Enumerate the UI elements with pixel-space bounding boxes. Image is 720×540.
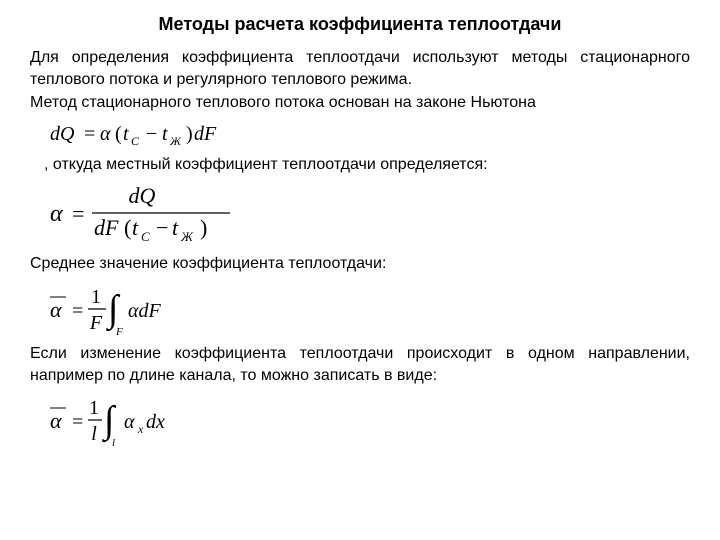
svg-text:dF: dF bbox=[194, 123, 217, 145]
svg-text:−: − bbox=[146, 123, 157, 145]
formula-average-alpha-F: α = 1 F ∫ F αdF bbox=[50, 281, 690, 337]
svg-text:α: α bbox=[50, 408, 62, 433]
svg-text:(: ( bbox=[124, 215, 131, 240]
formula-newton-law: dQ = α ( t C − t Ж ) dF bbox=[50, 120, 690, 148]
paragraph-local-coef: , откуда местный коэффициент теплоотдачи… bbox=[44, 154, 690, 176]
svg-text:t: t bbox=[162, 123, 168, 145]
formula-svg-3: α = 1 F ∫ F αdF bbox=[50, 281, 230, 337]
svg-text:α: α bbox=[50, 201, 63, 227]
svg-text:α: α bbox=[50, 297, 62, 322]
formula-svg-4: α = 1 l ∫ l α x dx bbox=[50, 392, 230, 448]
paragraph-one-direction: Если изменение коэффициента теплоотдачи … bbox=[30, 343, 690, 386]
svg-text:dQ: dQ bbox=[129, 183, 156, 208]
svg-text:αdF: αdF bbox=[128, 300, 161, 322]
svg-text:Ж: Ж bbox=[169, 134, 182, 148]
page-title: Методы расчета коэффициента теплоотдачи bbox=[30, 14, 690, 35]
svg-text:1: 1 bbox=[89, 397, 99, 419]
svg-text:(: ( bbox=[115, 123, 122, 145]
svg-text:=: = bbox=[72, 411, 83, 433]
paragraph-intro-1: Для определения коэффициента теплоотдачи… bbox=[30, 47, 690, 90]
svg-text:α: α bbox=[124, 411, 135, 433]
svg-text:F: F bbox=[115, 326, 123, 337]
svg-text:dx: dx bbox=[146, 411, 165, 433]
svg-text:l: l bbox=[112, 437, 115, 448]
svg-text:t: t bbox=[172, 215, 179, 240]
svg-text:Ж: Ж bbox=[180, 229, 194, 244]
formula-svg-1: dQ = α ( t C − t Ж ) dF bbox=[50, 120, 260, 148]
svg-text:dQ: dQ bbox=[50, 123, 75, 145]
svg-text:C: C bbox=[141, 229, 150, 244]
svg-text:F: F bbox=[89, 312, 103, 334]
svg-text:α: α bbox=[100, 123, 111, 145]
svg-text:=: = bbox=[72, 300, 83, 322]
svg-text:t: t bbox=[132, 215, 139, 240]
formula-local-alpha: α = dQ dF ( t C − t Ж ) bbox=[50, 181, 690, 247]
svg-text:C: C bbox=[131, 134, 140, 148]
svg-text:=: = bbox=[84, 123, 95, 145]
svg-text:): ) bbox=[200, 215, 207, 240]
document-page: Методы расчета коэффициента теплоотдачи … bbox=[0, 0, 720, 464]
formula-average-alpha-l: α = 1 l ∫ l α x dx bbox=[50, 392, 690, 448]
svg-text:x: x bbox=[137, 422, 144, 436]
svg-text:−: − bbox=[156, 215, 168, 240]
paragraph-average: Среднее значение коэффициента теплоотдач… bbox=[30, 253, 690, 275]
svg-text:dF: dF bbox=[94, 215, 119, 240]
svg-text:1: 1 bbox=[91, 286, 101, 308]
svg-text:): ) bbox=[186, 123, 193, 145]
svg-text:=: = bbox=[72, 201, 84, 226]
svg-text:t: t bbox=[123, 123, 129, 145]
paragraph-intro-2: Метод стационарного теплового потока осн… bbox=[30, 92, 690, 114]
svg-text:l: l bbox=[91, 423, 97, 445]
formula-svg-2: α = dQ dF ( t C − t Ж ) bbox=[50, 181, 260, 247]
